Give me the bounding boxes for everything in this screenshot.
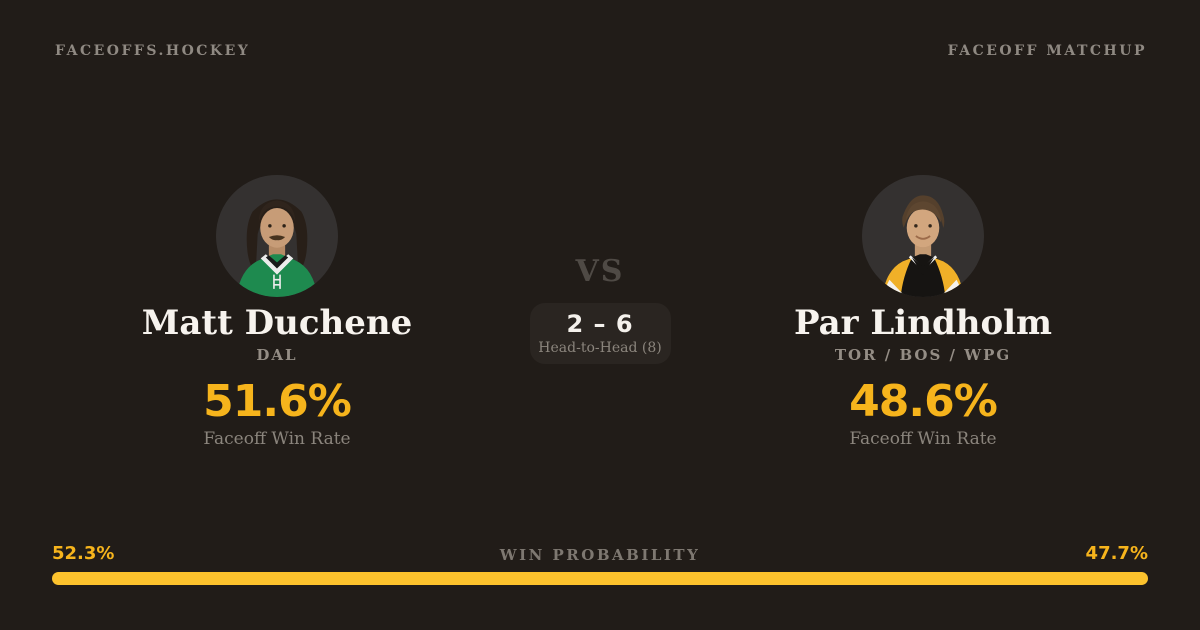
win-probability-bar [52,572,1148,585]
player-avatar-right [862,175,984,297]
win-rate-left: 51.6% [203,376,352,427]
player-name-right: Par Lindholm [793,303,1053,343]
win-rate-label-left: Faceoff Win Rate [203,429,351,449]
win-probability-bar-left [52,572,626,585]
head-to-head-score: 2 – 6 [566,310,634,338]
player-avatar-left [216,175,338,297]
brand-logo-text: FACEOFFS.HOCKEY [55,43,251,59]
win-probability-bar-right [625,572,1148,585]
win-probability-right-value: 47.7% [1085,543,1148,564]
head-to-head-box: 2 – 6 Head-to-Head (8) [529,303,671,364]
win-probability-left-value: 52.3% [52,543,115,564]
vs-label: VS [575,254,625,289]
player-teams-right: TOR / BOS / WPG [834,346,1012,364]
matchup-center: VS 2 – 6 Head-to-Head (8) [500,254,700,364]
player-card-right: Par Lindholm TOR / BOS / WPG 48.6% Faceo… [723,175,1123,450]
player-teams-left: DAL [256,346,298,364]
player-photo-icon [862,175,984,297]
page-title: FACEOFF MATCHUP [947,43,1147,59]
player-photo-icon [216,175,338,297]
head-to-head-label: Head-to-Head (8) [538,340,662,356]
player-name-left: Matt Duchene [141,303,413,343]
player-card-left: Matt Duchene DAL 51.6% Faceoff Win Rate [77,175,477,450]
win-rate-right: 48.6% [849,376,998,427]
win-rate-label-right: Faceoff Win Rate [849,429,997,449]
win-probability-title: WIN PROBABILITY [499,546,701,564]
